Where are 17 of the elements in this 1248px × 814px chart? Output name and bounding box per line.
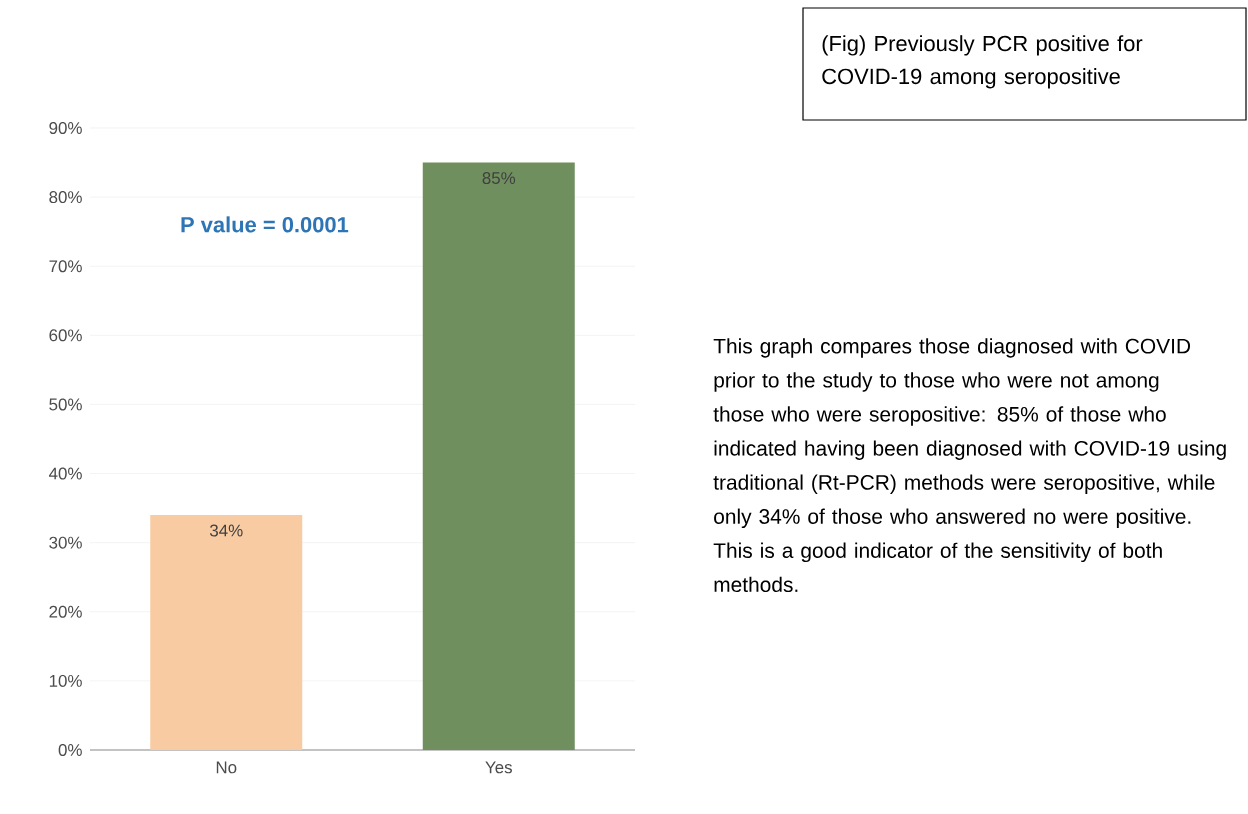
text: (Fig) Previously PCR positive for COVID-19 among seropositive — [822, 35, 1143, 89]
data-label: 85% — [482, 172, 516, 185]
y-tick-label: 10% — [49, 674, 82, 687]
text: This graph compares those diagnosed with COVID prior to the study to those who were not among those who were seropositive: 85% of those who indicated having been diagnosed with COVID-19 using traditional (Rt-PCR) methods were seropositive, while only 34% of those who answered no were positive. This is a good indicator of the sensitivity of both methods. — [713, 338, 1226, 593]
data-label: 34% — [209, 524, 243, 537]
annotation: P value = 0.0001 — [181, 216, 349, 233]
x-tick-label: Yes — [485, 761, 512, 774]
y-tick-label: 90% — [49, 121, 82, 134]
y-tick-label: 40% — [48, 467, 82, 480]
y-tick-label: 60% — [49, 329, 82, 342]
y-tick-label: 20% — [49, 605, 82, 618]
y-tick-label: 0% — [58, 743, 82, 756]
x-tick-label: No — [216, 761, 237, 774]
y-tick-label: 30% — [49, 536, 82, 549]
y-tick-label: 80% — [49, 191, 82, 204]
y-tick-label: 70% — [49, 260, 82, 273]
y-tick-label: 50% — [49, 398, 82, 411]
